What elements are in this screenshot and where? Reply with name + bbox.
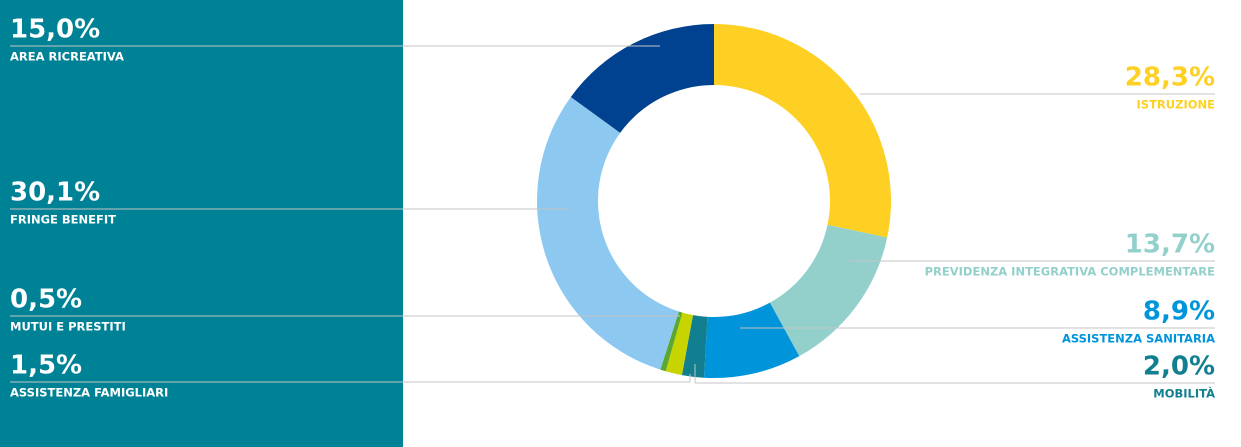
donut-segment xyxy=(714,24,891,238)
category-label: ISTRUZIONE xyxy=(1137,98,1216,112)
category-label: PREVIDENZA INTEGRATIVA COMPLEMENTARE xyxy=(925,265,1216,279)
category-label: FRINGE BENEFIT xyxy=(10,213,116,227)
value-label: 1,5% xyxy=(10,351,82,381)
value-label: 2,0% xyxy=(1143,352,1215,382)
category-label: ASSISTENZA SANITARIA xyxy=(1062,332,1215,346)
side-panel xyxy=(0,0,403,447)
donut-segment xyxy=(660,311,683,372)
category-label: AREA RICREATIVA xyxy=(10,50,124,64)
donut-segment xyxy=(703,302,800,378)
value-label: 28,3% xyxy=(1125,63,1215,93)
donut-segment xyxy=(681,315,708,378)
value-label: 15,0% xyxy=(10,15,100,45)
donut-segment xyxy=(570,23,714,133)
category-label: MOBILITÀ xyxy=(1153,386,1215,401)
category-label: MUTUI E PRESTITI xyxy=(10,320,126,334)
value-label: 8,9% xyxy=(1143,297,1215,327)
category-label: ASSISTENZA FAMIGLIARI xyxy=(10,386,168,400)
value-label: 13,7% xyxy=(1125,230,1215,260)
donut-segment xyxy=(769,224,888,357)
value-label: 30,1% xyxy=(10,178,100,208)
value-label: 0,5% xyxy=(10,285,82,315)
donut-segment xyxy=(665,312,693,376)
donut-segment xyxy=(537,96,679,370)
